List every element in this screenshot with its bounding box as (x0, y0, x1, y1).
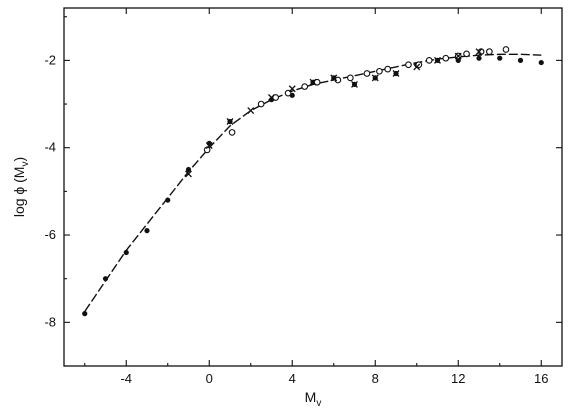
y-tick-label: -2 (44, 52, 56, 67)
cross-point (247, 107, 255, 115)
plot-frame (63, 7, 563, 367)
y-axis-label: log ϕ (Mv) (11, 157, 31, 217)
x-tick-label: 0 (206, 371, 213, 386)
cross-point (413, 63, 421, 71)
filled-circle-point (165, 197, 171, 203)
x-axis-label: Mv (305, 389, 322, 408)
data-points-layer (82, 46, 544, 317)
y-tick-label: -4 (44, 140, 56, 155)
cross-point (185, 170, 192, 178)
cross-point (392, 70, 400, 77)
filled-circle-point (185, 166, 192, 173)
filled-circle-point (144, 228, 150, 234)
open-circle-point (347, 74, 354, 82)
x-tick-label: 8 (372, 371, 379, 386)
open-circle-point (363, 70, 371, 77)
filled-circle-point (476, 55, 482, 61)
open-circle-point (301, 83, 309, 90)
open-circle-point (257, 100, 265, 108)
cross-point (288, 85, 296, 93)
filled-circle-point (102, 276, 109, 282)
filled-circle-point (123, 249, 129, 256)
cross-point (330, 74, 338, 82)
x-tick-label: -4 (120, 371, 132, 386)
x-tick-label: 4 (289, 371, 296, 386)
open-circle-point (228, 129, 236, 136)
x-tick-label: 12 (451, 371, 465, 386)
y-tick-label: -8 (44, 314, 56, 329)
cross-point (205, 142, 213, 149)
cross-point (475, 48, 483, 56)
filled-circle-point (497, 55, 503, 61)
y-tick-label: -6 (44, 227, 56, 242)
open-circle-point (313, 78, 321, 86)
axis-ticks-layer: -4 0 4 8 12 16 -2 -4 -6 -8 (44, 8, 562, 386)
filled-circle-point (82, 311, 88, 317)
cross-point (309, 78, 317, 86)
cross-point (351, 80, 358, 88)
cross-point (454, 52, 462, 60)
filled-circle-point (517, 57, 524, 63)
open-circle-point (405, 61, 412, 69)
cross-point (434, 56, 441, 64)
open-circle-point (376, 67, 383, 75)
cross-point (371, 74, 379, 82)
open-circle-point (442, 54, 450, 62)
fit-curve-layer (84, 53, 542, 312)
cross-point (268, 94, 275, 101)
open-circle-point (272, 94, 280, 101)
filled-circle-point (538, 59, 544, 66)
open-circle-point (463, 50, 470, 58)
cross-point (226, 118, 234, 125)
open-circle-point (425, 57, 433, 64)
open-circle-point (486, 48, 493, 56)
fit-curve (84, 53, 542, 312)
x-tick-label: 16 (534, 371, 548, 386)
open-circle-point (502, 46, 510, 53)
open-circle-point (384, 65, 392, 73)
